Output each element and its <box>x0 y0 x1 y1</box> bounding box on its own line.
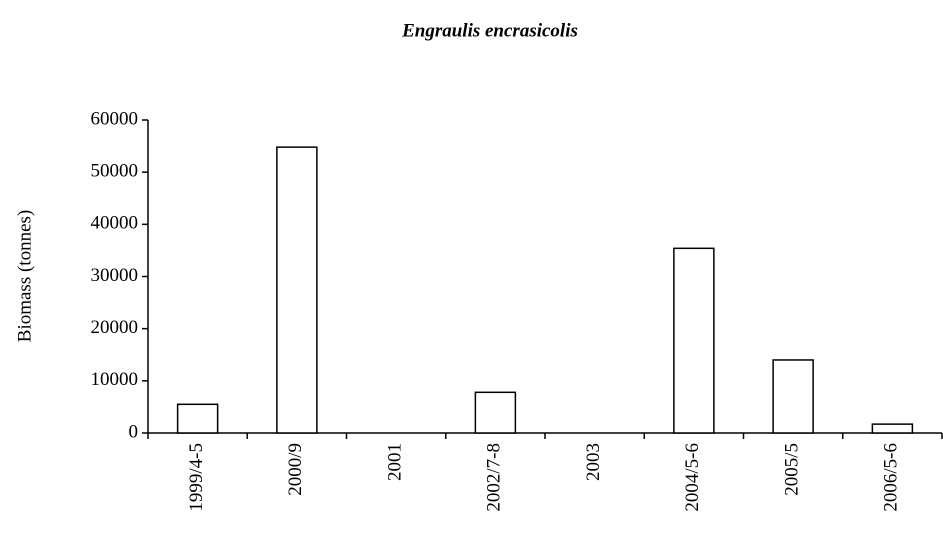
x-tick-label: 2006/5-6 <box>881 443 902 512</box>
y-tick-label: 0 <box>129 421 139 442</box>
bar <box>673 247 715 434</box>
y-tick-label: 40000 <box>91 213 139 234</box>
y-tick-label: 10000 <box>91 369 139 390</box>
x-tick-label: 2005/5 <box>781 443 802 496</box>
x-tick-label: 2000/9 <box>285 443 306 496</box>
bar <box>772 359 814 434</box>
x-tick-label: 1999/4-5 <box>186 443 207 512</box>
x-tick-label: 2001 <box>384 443 405 481</box>
x-tick-label: 2002/7-8 <box>484 443 505 512</box>
y-tick-label: 20000 <box>91 317 139 338</box>
y-tick-label: 60000 <box>91 108 139 129</box>
x-tick-label: 2003 <box>583 443 604 481</box>
bar <box>871 423 914 434</box>
chart-title: Engraulis encrasicolis <box>401 20 578 41</box>
x-tick-label: 2004/5-6 <box>682 443 703 512</box>
y-axis-label: Biomass (tonnes) <box>14 210 35 342</box>
y-tick-label: 50000 <box>91 161 139 182</box>
y-tick-label: 30000 <box>91 265 139 286</box>
bar <box>474 391 517 434</box>
bar <box>176 403 219 434</box>
bar <box>276 146 318 434</box>
